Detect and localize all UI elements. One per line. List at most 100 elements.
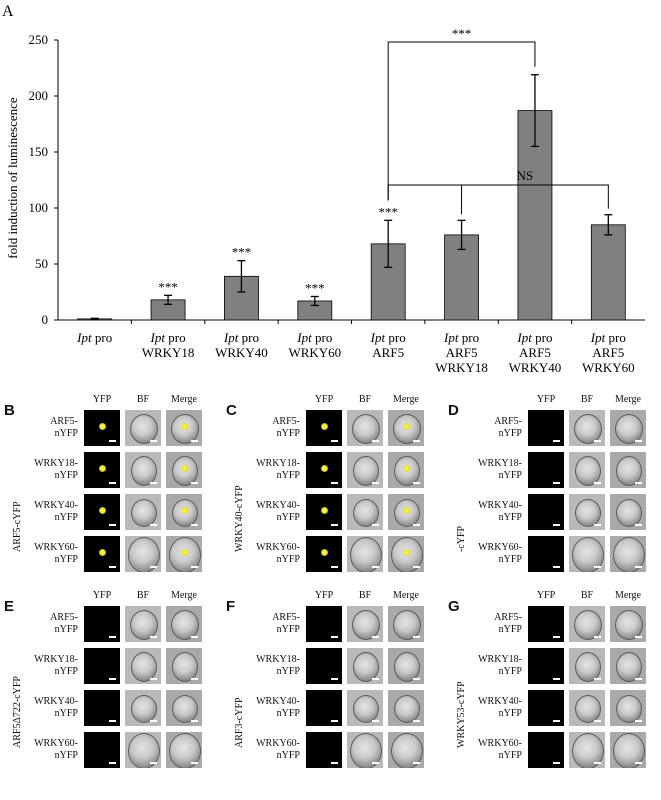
scale-bar — [413, 566, 420, 568]
row-label: WRKY18- nYFP — [20, 654, 78, 678]
row-label: WRKY40- nYFP — [242, 696, 300, 720]
scale-bar — [372, 720, 379, 722]
scale-bar — [191, 524, 198, 526]
row-label-line: WRKY40- — [478, 696, 522, 707]
scale-bar — [191, 566, 198, 568]
scale-bar — [553, 524, 560, 526]
bright-field-image — [125, 410, 161, 446]
yfp-image — [306, 648, 342, 684]
scale-bar — [191, 482, 198, 484]
scale-bar — [594, 482, 601, 484]
row-label-line: nYFP — [276, 666, 300, 677]
panel-letter-a: A — [2, 3, 14, 20]
scale-bar — [372, 678, 379, 680]
category-italic: Ipt — [590, 330, 606, 345]
row-label-line: WRKY18- — [478, 458, 522, 469]
column-header: YFP — [314, 394, 334, 405]
yfp-image — [84, 606, 120, 642]
yfp-image — [528, 452, 564, 488]
row-label: ARF5- nYFP — [464, 612, 522, 636]
scale-bar — [594, 524, 601, 526]
x-category-label-line: WRKY40 — [215, 345, 268, 360]
bright-field-image — [347, 606, 383, 642]
merge-image — [610, 410, 646, 446]
row-label-line: nYFP — [498, 708, 522, 719]
category-italic: Ipt — [443, 330, 459, 345]
protoplast — [393, 610, 421, 640]
column-header: YFP — [92, 394, 112, 405]
row-label-line: nYFP — [54, 512, 78, 523]
protoplast — [394, 652, 420, 682]
row-label-line: WRKY60- — [256, 542, 300, 553]
merge-image — [388, 452, 424, 488]
scale-bar — [150, 566, 157, 568]
bar-group — [77, 317, 113, 321]
scale-bar — [331, 636, 338, 638]
protoplast — [353, 652, 379, 682]
x-category-label-line: WRKY60 — [288, 345, 341, 360]
yfp-image — [306, 606, 342, 642]
category-line: pro — [312, 330, 333, 345]
category-italic: Ipt — [223, 330, 239, 345]
bright-field-image — [347, 452, 383, 488]
row-label: ARF5- nYFP — [242, 416, 300, 440]
row-label: WRKY18- nYFP — [464, 654, 522, 678]
row-label-line: nYFP — [498, 624, 522, 635]
category-italic: Ipt — [516, 330, 532, 345]
yfp-image — [528, 648, 564, 684]
row-label: WRKY18- nYFP — [464, 458, 522, 482]
row-label: WRKY40- nYFP — [464, 500, 522, 524]
category-italic: Ipt — [370, 330, 386, 345]
protoplast — [131, 499, 157, 527]
row-label-line: nYFP — [498, 750, 522, 761]
bright-field-image — [347, 536, 383, 572]
scale-bar — [635, 566, 642, 568]
row-label-line: WRKY18- — [34, 458, 78, 469]
merge-image — [610, 494, 646, 530]
scale-bar — [109, 636, 116, 638]
scale-bar — [372, 762, 379, 764]
yfp-image — [306, 536, 342, 572]
scale-bar — [635, 720, 642, 722]
row-label-line: WRKY60- — [34, 738, 78, 749]
y-tick-label: 250 — [29, 32, 49, 47]
scale-bar — [594, 720, 601, 722]
yfp-signal — [403, 423, 410, 430]
protoplast — [172, 695, 198, 723]
yfp-image — [528, 410, 564, 446]
chart-axes: 0 50 100 150 200 250 — [29, 32, 645, 327]
significance-label: *** — [378, 204, 398, 219]
panel-letter: E — [4, 598, 15, 615]
protoplast — [574, 610, 602, 640]
row-label-line: WRKY60- — [478, 738, 522, 749]
row-label: ARF5- nYFP — [242, 612, 300, 636]
merge-image — [610, 606, 646, 642]
scale-bar — [413, 524, 420, 526]
protoplast — [574, 414, 602, 444]
scale-bar — [413, 482, 420, 484]
bright-field-image — [125, 452, 161, 488]
row-label-line: WRKY60- — [256, 738, 300, 749]
bar-group: *** — [370, 204, 406, 321]
scale-bar — [150, 720, 157, 722]
scale-bar — [150, 440, 157, 442]
protoplast — [131, 652, 157, 682]
x-category-label: Ipt pro — [296, 330, 332, 345]
row-label-line: WRKY40- — [256, 696, 300, 707]
yfp-image — [528, 732, 564, 768]
category-italic: Ipt — [150, 330, 166, 345]
protoplast — [615, 610, 643, 640]
scale-bar — [553, 566, 560, 568]
protoplast — [575, 695, 601, 723]
row-label-line: WRKY60- — [34, 542, 78, 553]
yfp-image — [84, 690, 120, 726]
yfp-signal — [99, 423, 106, 430]
protoplast — [130, 610, 158, 640]
yfp-signal — [321, 507, 328, 514]
row-label-line: nYFP — [276, 708, 300, 719]
scale-bar — [109, 482, 116, 484]
protoplast — [616, 695, 642, 723]
row-label-line: ARF5- — [50, 612, 78, 623]
yfp-signal — [321, 465, 328, 472]
protoplast — [353, 695, 379, 723]
